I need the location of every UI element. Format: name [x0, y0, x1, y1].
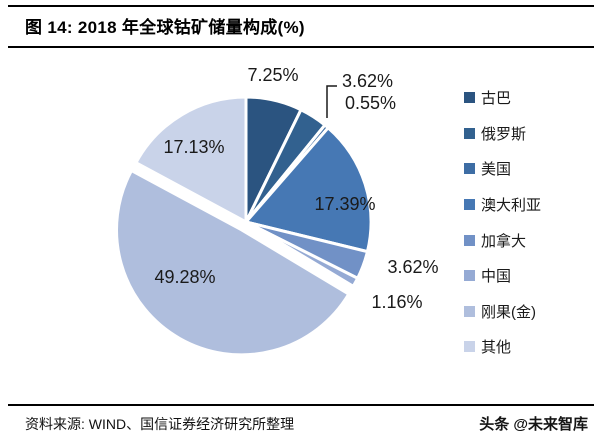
legend-item-美国: 美国	[464, 151, 541, 187]
legend-swatch-icon	[464, 234, 475, 246]
legend-label: 古巴	[481, 90, 512, 108]
legend-item-中国: 中国	[464, 258, 541, 294]
legend-item-澳大利亚: 澳大利亚	[464, 187, 541, 223]
pie-slice-中国	[245, 220, 360, 289]
legend-item-刚果(金): 刚果(金)	[464, 294, 541, 330]
legend-label: 加拿大	[481, 232, 527, 250]
legend-label: 刚果(金)	[481, 303, 536, 321]
data-label-刚果(金): 49.28%	[154, 267, 215, 287]
legend-swatch-icon	[464, 199, 475, 211]
pie-slice-澳大利亚	[243, 125, 373, 254]
legend-swatch-icon	[464, 305, 475, 317]
data-label-澳大利亚: 17.39%	[314, 194, 375, 214]
legend-label: 澳大利亚	[481, 197, 542, 215]
data-label-俄罗斯: 3.62%	[342, 71, 393, 91]
data-label-其他: 17.13%	[163, 137, 224, 157]
legend-swatch-icon	[464, 270, 475, 282]
watermark: 头条 @未来智库	[479, 416, 588, 433]
data-label-加拿大: 3.62%	[387, 257, 438, 277]
legend-label: 其他	[481, 339, 512, 357]
legend-label: 俄罗斯	[481, 125, 527, 143]
legend-swatch-icon	[464, 163, 475, 175]
data-label-古巴: 7.25%	[247, 65, 298, 85]
legend-label: 中国	[481, 268, 512, 286]
data-label-中国: 1.16%	[371, 292, 422, 312]
callout-line	[326, 85, 337, 118]
legend-item-加拿大: 加拿大	[464, 222, 541, 258]
top-border-line	[8, 5, 594, 7]
pie-slice-其他	[133, 95, 248, 225]
legend-swatch-icon	[464, 92, 475, 104]
figure-title: 图 14: 2018 年全球钴矿储量构成(%)	[25, 18, 305, 37]
chart-legend: 古巴俄罗斯美国澳大利亚加拿大中国刚果(金) 其他	[464, 80, 541, 365]
pie-slice-刚果(金)	[115, 168, 351, 357]
title-divider-line	[8, 46, 594, 48]
pie-chart: 7.25% 3.62%0.55%17.39%3.62%1.16%49.28%17.…	[115, 65, 439, 357]
source-note: 资料来源: WIND、国信证券经济研究所整理	[25, 416, 295, 432]
legend-label: 美国	[481, 161, 512, 179]
footer-divider-line	[8, 404, 594, 406]
legend-item-古巴: 古巴	[464, 80, 541, 116]
legend-swatch-icon	[464, 341, 475, 353]
legend-item-俄罗斯: 俄罗斯	[464, 116, 541, 152]
data-label-美国: 0.55%	[345, 93, 396, 113]
legend-swatch-icon	[464, 127, 475, 139]
legend-item-其他: 其他	[464, 329, 541, 365]
